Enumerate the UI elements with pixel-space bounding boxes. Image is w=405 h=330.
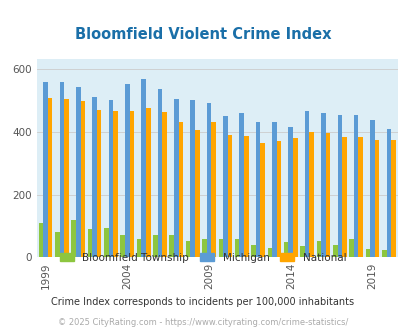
- Bar: [337, 115, 341, 257]
- Bar: [64, 99, 68, 257]
- Bar: [71, 220, 76, 257]
- Bar: [87, 229, 92, 257]
- Bar: [292, 138, 297, 257]
- Bar: [234, 239, 239, 257]
- Bar: [374, 140, 378, 257]
- Bar: [185, 241, 190, 257]
- Bar: [129, 111, 134, 257]
- Bar: [55, 232, 60, 257]
- Bar: [309, 132, 313, 257]
- Bar: [276, 141, 281, 257]
- Bar: [125, 84, 129, 257]
- Bar: [222, 116, 227, 257]
- Bar: [80, 101, 85, 257]
- Bar: [365, 248, 369, 257]
- Bar: [109, 100, 113, 257]
- Bar: [104, 228, 109, 257]
- Bar: [92, 97, 97, 257]
- Bar: [178, 122, 183, 257]
- Bar: [190, 100, 194, 257]
- Bar: [157, 89, 162, 257]
- Bar: [145, 108, 150, 257]
- Bar: [260, 143, 264, 257]
- Text: © 2025 CityRating.com - https://www.cityrating.com/crime-statistics/: © 2025 CityRating.com - https://www.city…: [58, 318, 347, 327]
- Bar: [386, 129, 390, 257]
- Bar: [300, 246, 304, 257]
- Bar: [141, 79, 145, 257]
- Bar: [332, 246, 337, 257]
- Bar: [43, 82, 48, 257]
- Bar: [381, 249, 386, 257]
- Bar: [169, 235, 174, 257]
- Bar: [390, 140, 395, 257]
- Bar: [243, 136, 248, 257]
- Bar: [288, 127, 292, 257]
- Bar: [304, 111, 309, 257]
- Bar: [271, 122, 276, 257]
- Bar: [239, 113, 243, 257]
- Bar: [202, 240, 206, 257]
- Bar: [48, 98, 52, 257]
- Bar: [211, 122, 215, 257]
- Text: Crime Index corresponds to incidents per 100,000 inhabitants: Crime Index corresponds to incidents per…: [51, 297, 354, 307]
- Text: Bloomfield Violent Crime Index: Bloomfield Violent Crime Index: [75, 27, 330, 42]
- Bar: [267, 248, 271, 257]
- Bar: [76, 87, 80, 257]
- Bar: [206, 103, 211, 257]
- Bar: [341, 137, 346, 257]
- Bar: [353, 115, 358, 257]
- Bar: [97, 110, 101, 257]
- Bar: [358, 137, 362, 257]
- Legend: Bloomfield Township, Michigan, National: Bloomfield Township, Michigan, National: [55, 249, 350, 267]
- Bar: [218, 239, 222, 257]
- Bar: [316, 241, 320, 257]
- Bar: [325, 133, 330, 257]
- Bar: [38, 223, 43, 257]
- Bar: [153, 235, 157, 257]
- Bar: [60, 82, 64, 257]
- Bar: [251, 245, 255, 257]
- Bar: [283, 242, 288, 257]
- Bar: [174, 99, 178, 257]
- Bar: [113, 111, 117, 257]
- Bar: [136, 239, 141, 257]
- Bar: [348, 239, 353, 257]
- Bar: [320, 114, 325, 257]
- Bar: [255, 122, 260, 257]
- Bar: [120, 235, 125, 257]
- Bar: [227, 135, 232, 257]
- Bar: [194, 130, 199, 257]
- Bar: [369, 120, 374, 257]
- Bar: [162, 112, 166, 257]
